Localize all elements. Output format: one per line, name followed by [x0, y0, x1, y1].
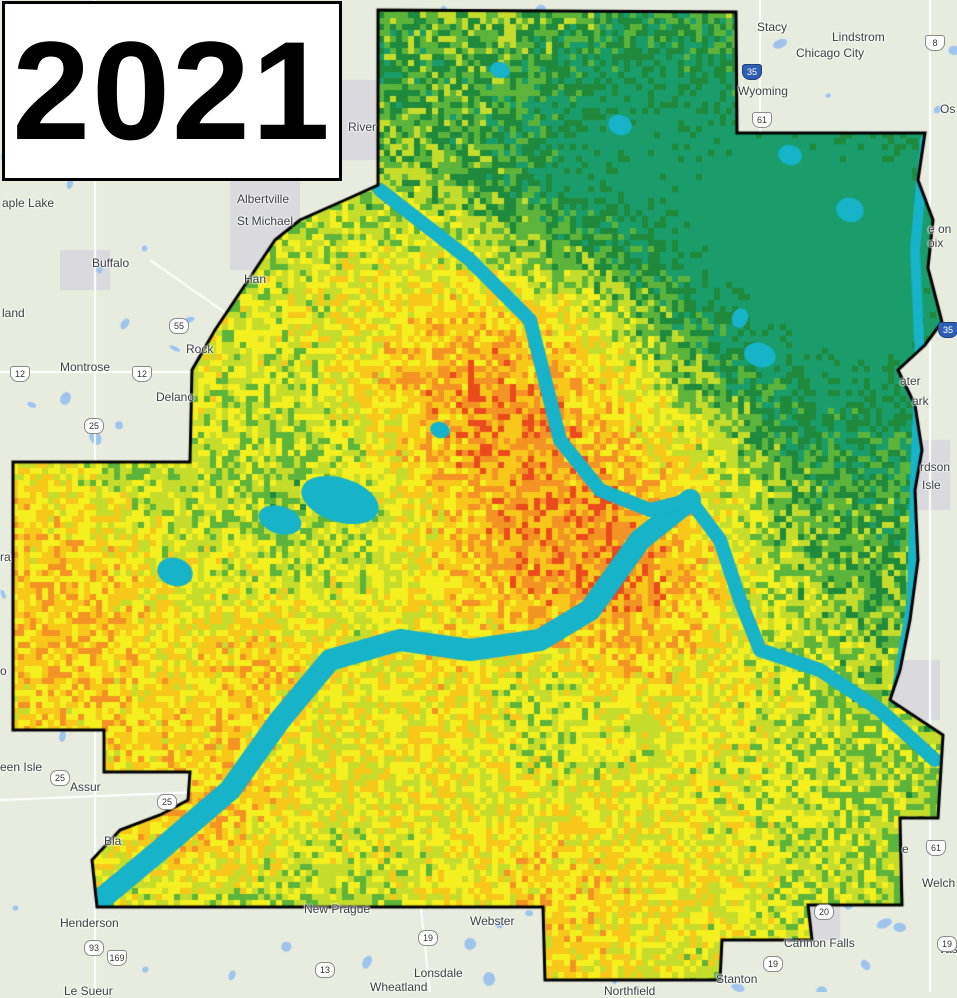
place-label: aple Lake	[2, 196, 55, 210]
place-label: ra	[0, 550, 11, 564]
place-label: Han	[244, 272, 267, 286]
place-label: Delano	[156, 390, 195, 404]
place-label: Belle Plaine	[100, 848, 163, 862]
place-label: ark	[912, 394, 929, 408]
place-label: Welch	[922, 876, 956, 890]
highway-shield: 8	[925, 35, 945, 51]
place-label: Montrose	[60, 360, 111, 374]
highway-shield: 12	[132, 366, 152, 382]
place-label: o	[0, 664, 7, 678]
place-label: e on	[928, 222, 952, 236]
place-label: Cannon Falls	[784, 936, 855, 950]
highway-shield: 169	[107, 950, 127, 966]
place-label: Wheatland	[370, 980, 428, 994]
highway-shield: 61	[752, 112, 772, 128]
highway-shield: 19	[418, 930, 438, 946]
place-label: Bla	[104, 834, 122, 848]
highway-shield: 13	[315, 962, 335, 978]
place-label: een Isle	[0, 760, 43, 774]
place-label: e	[902, 842, 909, 856]
place-label: Albertville	[237, 192, 290, 206]
place-label: Stanton	[716, 972, 758, 986]
place-label: Stacy	[757, 20, 788, 34]
highway-shield: 61	[926, 840, 946, 856]
place-label: Wyoming	[738, 84, 788, 98]
place-label: New Prague	[304, 902, 371, 916]
highway-shield: 35	[938, 322, 957, 338]
highway-shield: 19	[937, 936, 957, 952]
year-title: 2021	[12, 12, 332, 169]
highway-shield: 93	[84, 940, 104, 956]
highway-shield: 20	[814, 904, 834, 920]
highway-shield: 55	[169, 318, 189, 334]
place-label: ater	[900, 374, 921, 388]
place-label: Buffalo	[92, 256, 130, 270]
highway-shield: 25	[50, 770, 70, 786]
highway-shield: 35	[742, 64, 762, 80]
highway-shield: 12	[10, 366, 30, 382]
place-label: Le Sueur	[64, 984, 113, 998]
place-label: Os	[940, 102, 956, 116]
highway-shield: 19	[763, 956, 783, 972]
place-label: oix	[928, 236, 944, 250]
place-label: Lonsdale	[414, 966, 463, 980]
place-label: Chicago City	[796, 46, 865, 60]
place-label: Isle	[922, 478, 941, 492]
place-label: St Michael	[237, 214, 294, 228]
place-label: Northfield	[604, 984, 656, 998]
place-label: Henderson	[60, 916, 119, 930]
highway-shield: 25	[84, 418, 104, 434]
place-label: land	[2, 306, 25, 320]
year-label-box: 2021	[2, 1, 342, 181]
place-label: Webster	[470, 914, 515, 928]
place-label: River	[348, 120, 377, 134]
place-label: Rock	[186, 342, 214, 356]
place-label: Assur	[70, 780, 101, 794]
highway-shield: 25	[157, 794, 177, 810]
place-label: Lindstrom	[832, 30, 885, 44]
place-label: rdson	[920, 460, 951, 474]
